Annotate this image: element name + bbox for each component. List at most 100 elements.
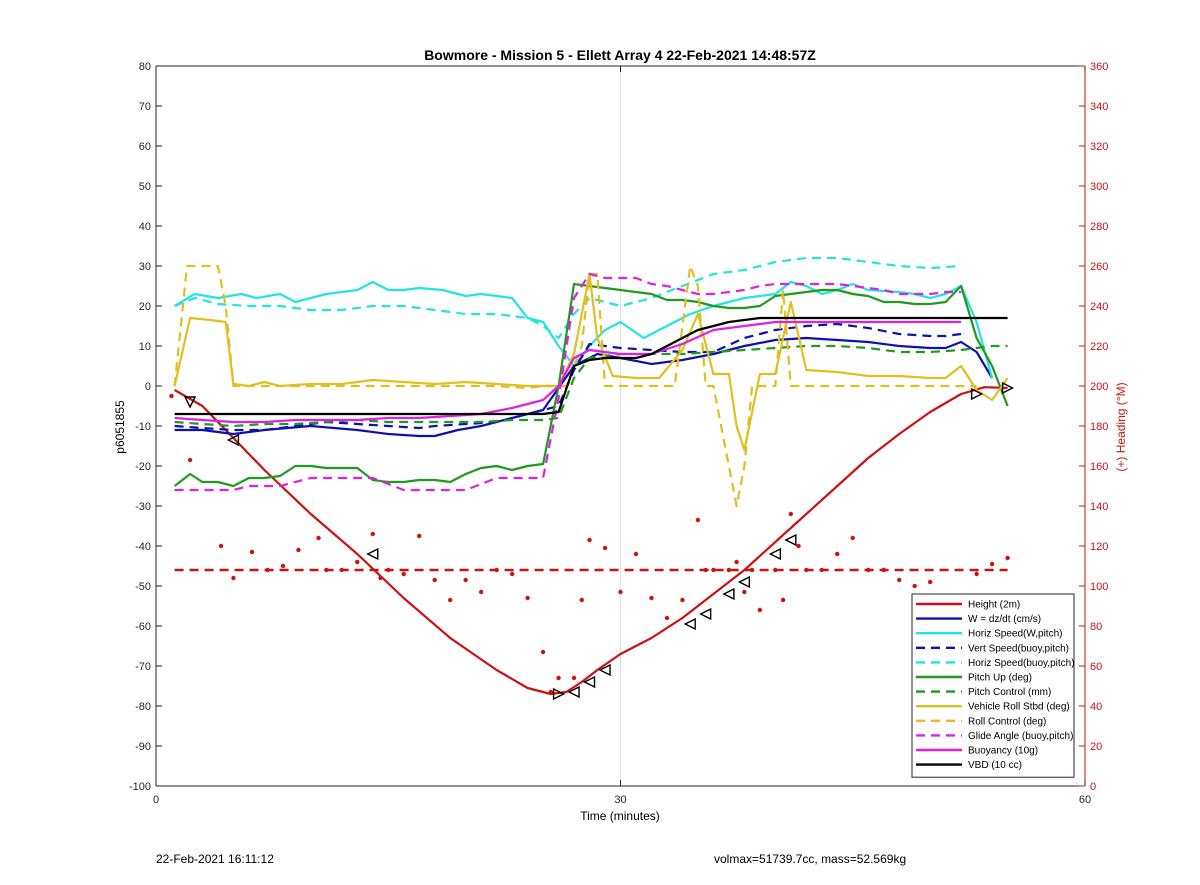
y2-tick-label: 280 (1090, 221, 1108, 233)
heading-point (265, 567, 270, 573)
y-tick-label: -60 (135, 621, 151, 633)
series-line-horiz-speed-buoy-pitch (174, 256, 962, 340)
y-tick-label: -30 (135, 501, 151, 513)
x-tick-label: 30 (614, 794, 626, 806)
y-tick-label: 60 (139, 141, 151, 153)
series-line-roll-control-deg (173, 264, 977, 508)
y-tick-label: -80 (135, 701, 151, 713)
height-marker (722, 587, 735, 601)
y-tick-label: 80 (139, 61, 151, 73)
y-tick-label: 50 (139, 181, 151, 193)
legend-label: Glide Angle (buoy,pitch) (968, 731, 1073, 742)
heading-point (726, 567, 732, 573)
y-axis-label: p6051855 (113, 400, 127, 454)
series-line-vbd-10-cc (174, 316, 1008, 416)
legend-label: W = dz/dt (cm/s) (968, 614, 1041, 625)
heading-point (540, 649, 546, 655)
heading-point (355, 559, 360, 565)
heading-point (280, 563, 286, 569)
height-marker (768, 547, 782, 561)
legend-label: Horiz Speed(W,pitch) (968, 629, 1062, 640)
height-marker (683, 617, 696, 631)
heading-point (703, 567, 708, 573)
height-marker (552, 687, 566, 701)
y-tick-label: -10 (135, 421, 151, 433)
legend-label: Pitch Up (deg) (968, 673, 1032, 684)
heading-point (804, 567, 809, 573)
heading-point (525, 595, 530, 601)
height-marker (567, 685, 580, 699)
heading-point (695, 517, 701, 523)
height-marker (366, 547, 379, 561)
legend-label: VBD (10 cc) (968, 760, 1022, 771)
y2-axis-label: (+) Heading (°M) (1114, 382, 1128, 471)
y2-tick-label: 160 (1090, 461, 1108, 473)
heading-point (742, 589, 747, 595)
heading-point (509, 571, 515, 577)
y-tick-label: 30 (139, 261, 151, 273)
chart-title: Bowmore - Mission 5 - Ellett Array 4 22-… (424, 47, 816, 63)
y-tick-label: -40 (135, 541, 151, 553)
series-line-height-2m (174, 386, 1008, 696)
y-tick-label: 10 (139, 341, 151, 353)
series-line-pitch-up-deg (173, 282, 1009, 488)
y2-tick-label: 180 (1090, 421, 1108, 433)
legend-label: Vehicle Roll Stbd (deg) (968, 702, 1070, 713)
heading-point (819, 567, 824, 573)
legend-label: Buoyancy (10g) (968, 746, 1038, 757)
y2-tick-label: 0 (1090, 781, 1096, 793)
heading-point (494, 567, 499, 573)
y-tick-label: -20 (135, 461, 151, 473)
y2-tick-label: 220 (1090, 341, 1108, 353)
heading-point (587, 537, 592, 543)
y-tick-label: -90 (135, 741, 151, 753)
height-marker (183, 396, 197, 409)
y2-tick-label: 340 (1090, 101, 1108, 113)
footer-summary: volmax=51739.7cc, mass=52.569kg (714, 852, 907, 866)
y-tick-label: 70 (139, 101, 151, 113)
heading-point (463, 577, 468, 583)
heading-point (974, 571, 979, 577)
footer-timestamp: 22-Feb-2021 16:11:12 (156, 852, 274, 866)
heading-point (897, 577, 902, 583)
heading-point (296, 547, 301, 553)
y2-tick-label: 120 (1090, 541, 1108, 553)
height-marker (598, 663, 611, 677)
heading-point (773, 567, 778, 573)
heading-point (788, 511, 794, 517)
heading-point (187, 457, 193, 463)
y-tick-label: 0 (145, 381, 151, 393)
heading-point (1005, 555, 1010, 561)
y-tick-label: 20 (139, 301, 151, 313)
heading-point (618, 589, 623, 595)
end-marker (1001, 381, 1015, 395)
plot-area: -100-90-80-70-60-50-40-30-20-10010203040… (129, 61, 1108, 806)
series-line-pitch-control-mm (174, 344, 1008, 428)
y2-tick-label: 300 (1090, 181, 1108, 193)
x-tick-label: 60 (1079, 794, 1091, 806)
y2-tick-label: 40 (1090, 701, 1102, 713)
heading-point (169, 393, 174, 399)
heading-point (664, 615, 670, 621)
y-tick-label: -70 (135, 661, 151, 673)
y2-tick-label: 100 (1090, 581, 1108, 593)
y2-tick-label: 80 (1090, 621, 1102, 633)
heading-point (912, 583, 917, 589)
heading-point (447, 597, 453, 603)
y-tick-label: -50 (135, 581, 151, 593)
y2-tick-label: 240 (1090, 301, 1108, 313)
end-marker (970, 387, 984, 401)
heading-point (324, 567, 329, 573)
heading-point (757, 607, 763, 613)
y-tick-label: 40 (139, 221, 151, 233)
height-marker (226, 433, 240, 447)
height-marker (582, 675, 596, 689)
legend-label: Pitch Control (mm) (968, 687, 1051, 698)
heading-point (881, 567, 886, 573)
height-marker (737, 575, 751, 589)
heading-point (835, 551, 840, 557)
legend-label: Horiz Speed(buoy,pitch) (968, 658, 1075, 669)
height-marker (784, 533, 797, 547)
heading-point (417, 533, 422, 539)
